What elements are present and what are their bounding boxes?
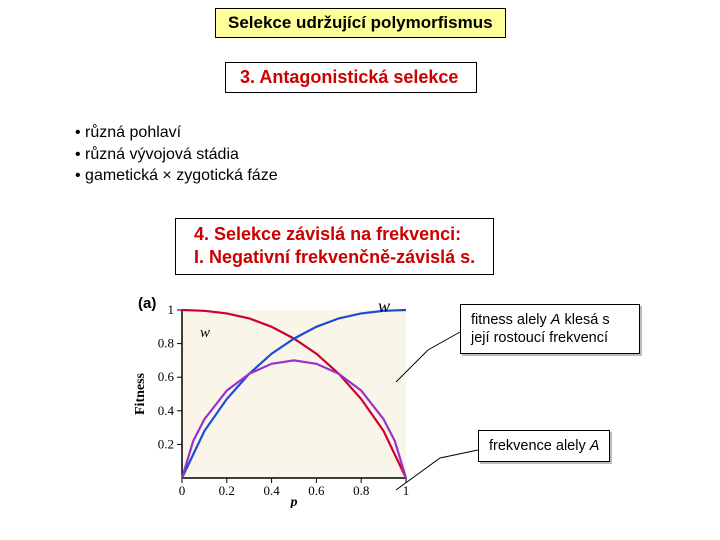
w-label-inner: w [200, 325, 210, 342]
bullet-1: • různá pohlaví [75, 122, 278, 144]
callout1-pre: fitness alely [471, 312, 551, 328]
callout1-pointer [388, 330, 468, 390]
svg-text:Fitness: Fitness [133, 372, 148, 415]
svg-text:0.4: 0.4 [158, 403, 175, 418]
callout-frequency-A: frekvence alely A [478, 430, 610, 462]
svg-text:0.8: 0.8 [158, 336, 174, 351]
fitness-chart: (a) 00.20.40.60.810.20.40.60.81pFitness [130, 298, 430, 518]
callout2-pre: frekvence alely [489, 438, 590, 454]
panel-label-a: (a) [138, 295, 156, 312]
bullet-list: • různá pohlaví • různá vývojová stádia … [75, 122, 278, 187]
callout2-pointer [390, 448, 490, 498]
section4-line2: I. Negativní frekvenčně-závislá s. [194, 246, 475, 269]
svg-text:0.8: 0.8 [353, 483, 369, 498]
svg-text:0.2: 0.2 [158, 436, 174, 451]
callout2-ital: A [590, 438, 600, 454]
callout-fitness-decreases: fitness alely A klesá s její rostoucí fr… [460, 304, 640, 354]
svg-text:0.6: 0.6 [308, 483, 325, 498]
section4-line1: 4. Selekce závislá na frekvenci: [194, 223, 475, 246]
svg-text:1: 1 [168, 302, 175, 317]
svg-text:0.6: 0.6 [158, 369, 175, 384]
svg-text:0.2: 0.2 [219, 483, 235, 498]
w-label-top: w [378, 296, 390, 317]
subtitle-section3: 3. Antagonistická selekce [225, 62, 477, 93]
svg-text:0: 0 [179, 483, 186, 498]
main-title: Selekce udržující polymorfismus [215, 8, 506, 38]
subtitle-section4: 4. Selekce závislá na frekvenci: I. Nega… [175, 218, 494, 275]
chart-svg: 00.20.40.60.810.20.40.60.81pFitness [130, 298, 420, 508]
svg-text:0.4: 0.4 [263, 483, 280, 498]
svg-text:p: p [290, 495, 298, 508]
bullet-2: • různá vývojová stádia [75, 144, 278, 166]
bullet-3: • gametická × zygotická fáze [75, 165, 278, 187]
